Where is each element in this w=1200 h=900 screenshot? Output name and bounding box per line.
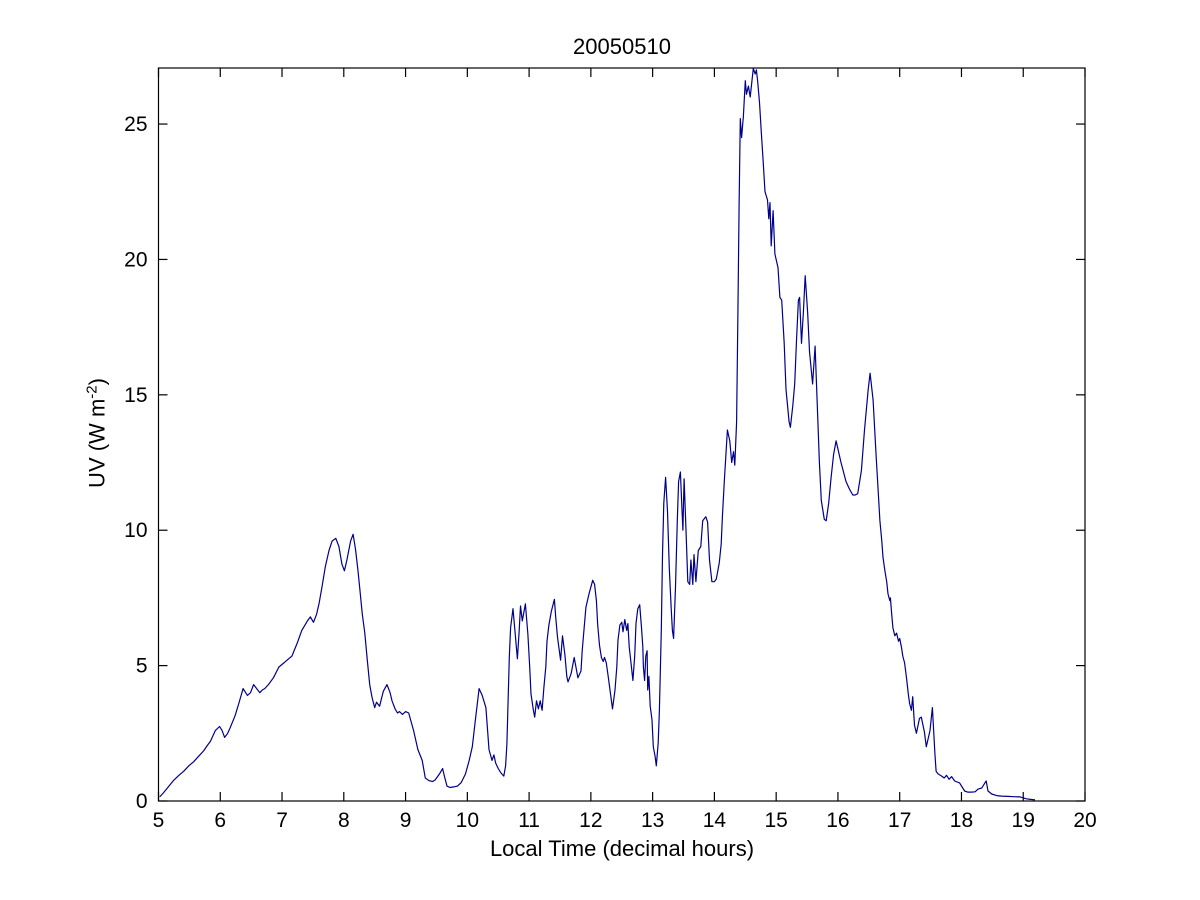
y-tick-label: 25 [124, 113, 147, 136]
y-axis-label-base: UV (W m [84, 398, 110, 488]
y-tick-label: 5 [136, 655, 148, 678]
x-axis-label: Local Time (decimal hours) [489, 836, 755, 861]
y-tick-label: 15 [124, 384, 147, 407]
x-tick-label: 5 [153, 809, 165, 832]
x-tick-label: 8 [338, 809, 350, 832]
y-tick-label: 10 [124, 519, 147, 542]
y-axis-label-superscript: -2 [83, 385, 101, 399]
y-axis-label: UV (W m-2) [83, 378, 110, 488]
x-tick-label: 11 [518, 809, 540, 832]
y-axis-label-close: ) [84, 378, 110, 386]
x-tick-label: 12 [579, 809, 602, 832]
x-tick-label: 7 [276, 809, 288, 832]
x-tick-label: 19 [1012, 809, 1035, 832]
x-tick-label: 15 [764, 809, 787, 832]
x-tick-label: 20 [1073, 809, 1096, 832]
x-tick-label: 18 [950, 809, 973, 832]
x-tick-label: 6 [214, 809, 226, 832]
x-tick-label: 16 [826, 809, 849, 832]
uv-series-line [159, 67, 1036, 801]
y-tick-label: 0 [136, 790, 148, 813]
x-tick-label: 17 [888, 809, 911, 832]
x-tick-label: 9 [400, 809, 412, 832]
chart-title: 20050510 [573, 34, 671, 59]
x-tick-label: 14 [703, 809, 727, 832]
plot-box [157, 67, 1086, 802]
x-tick-label: 10 [456, 809, 479, 832]
x-tick-label: 13 [641, 809, 664, 832]
y-tick-label: 20 [124, 248, 147, 271]
